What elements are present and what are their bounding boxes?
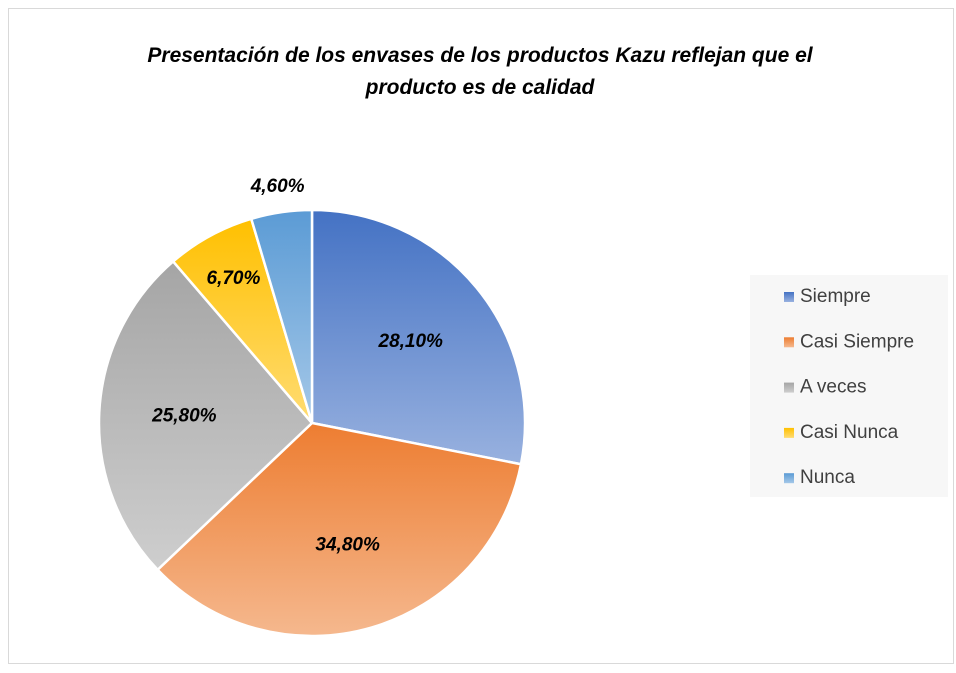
- legend-swatch: [784, 337, 794, 348]
- legend-label: Casi Nunca: [800, 422, 899, 443]
- legend-swatch: [784, 292, 794, 302]
- data-label: 4,60%: [250, 176, 305, 197]
- legend-label: Casi Siempre: [800, 331, 914, 352]
- legend-box: [750, 275, 948, 497]
- chart-title: Presentación de los envases de los produ…: [147, 44, 813, 99]
- legend-swatch: [784, 427, 794, 438]
- data-label: 34,80%: [315, 535, 380, 556]
- chart-frame: [8, 8, 954, 664]
- pie-slice: [310, 208, 527, 466]
- legend-swatch: [784, 382, 794, 393]
- data-label: 25,80%: [151, 406, 217, 427]
- pie-slice: [97, 259, 314, 572]
- pie-slice: [249, 208, 314, 424]
- data-label: 6,70%: [207, 268, 261, 289]
- pie-slice: [155, 421, 523, 638]
- legend-label: A veces: [800, 377, 867, 398]
- legend-label: Siempre: [800, 286, 871, 307]
- legend-label: Nunca: [800, 467, 855, 488]
- data-label: 28,10%: [378, 331, 444, 352]
- legend-swatch: [784, 473, 794, 484]
